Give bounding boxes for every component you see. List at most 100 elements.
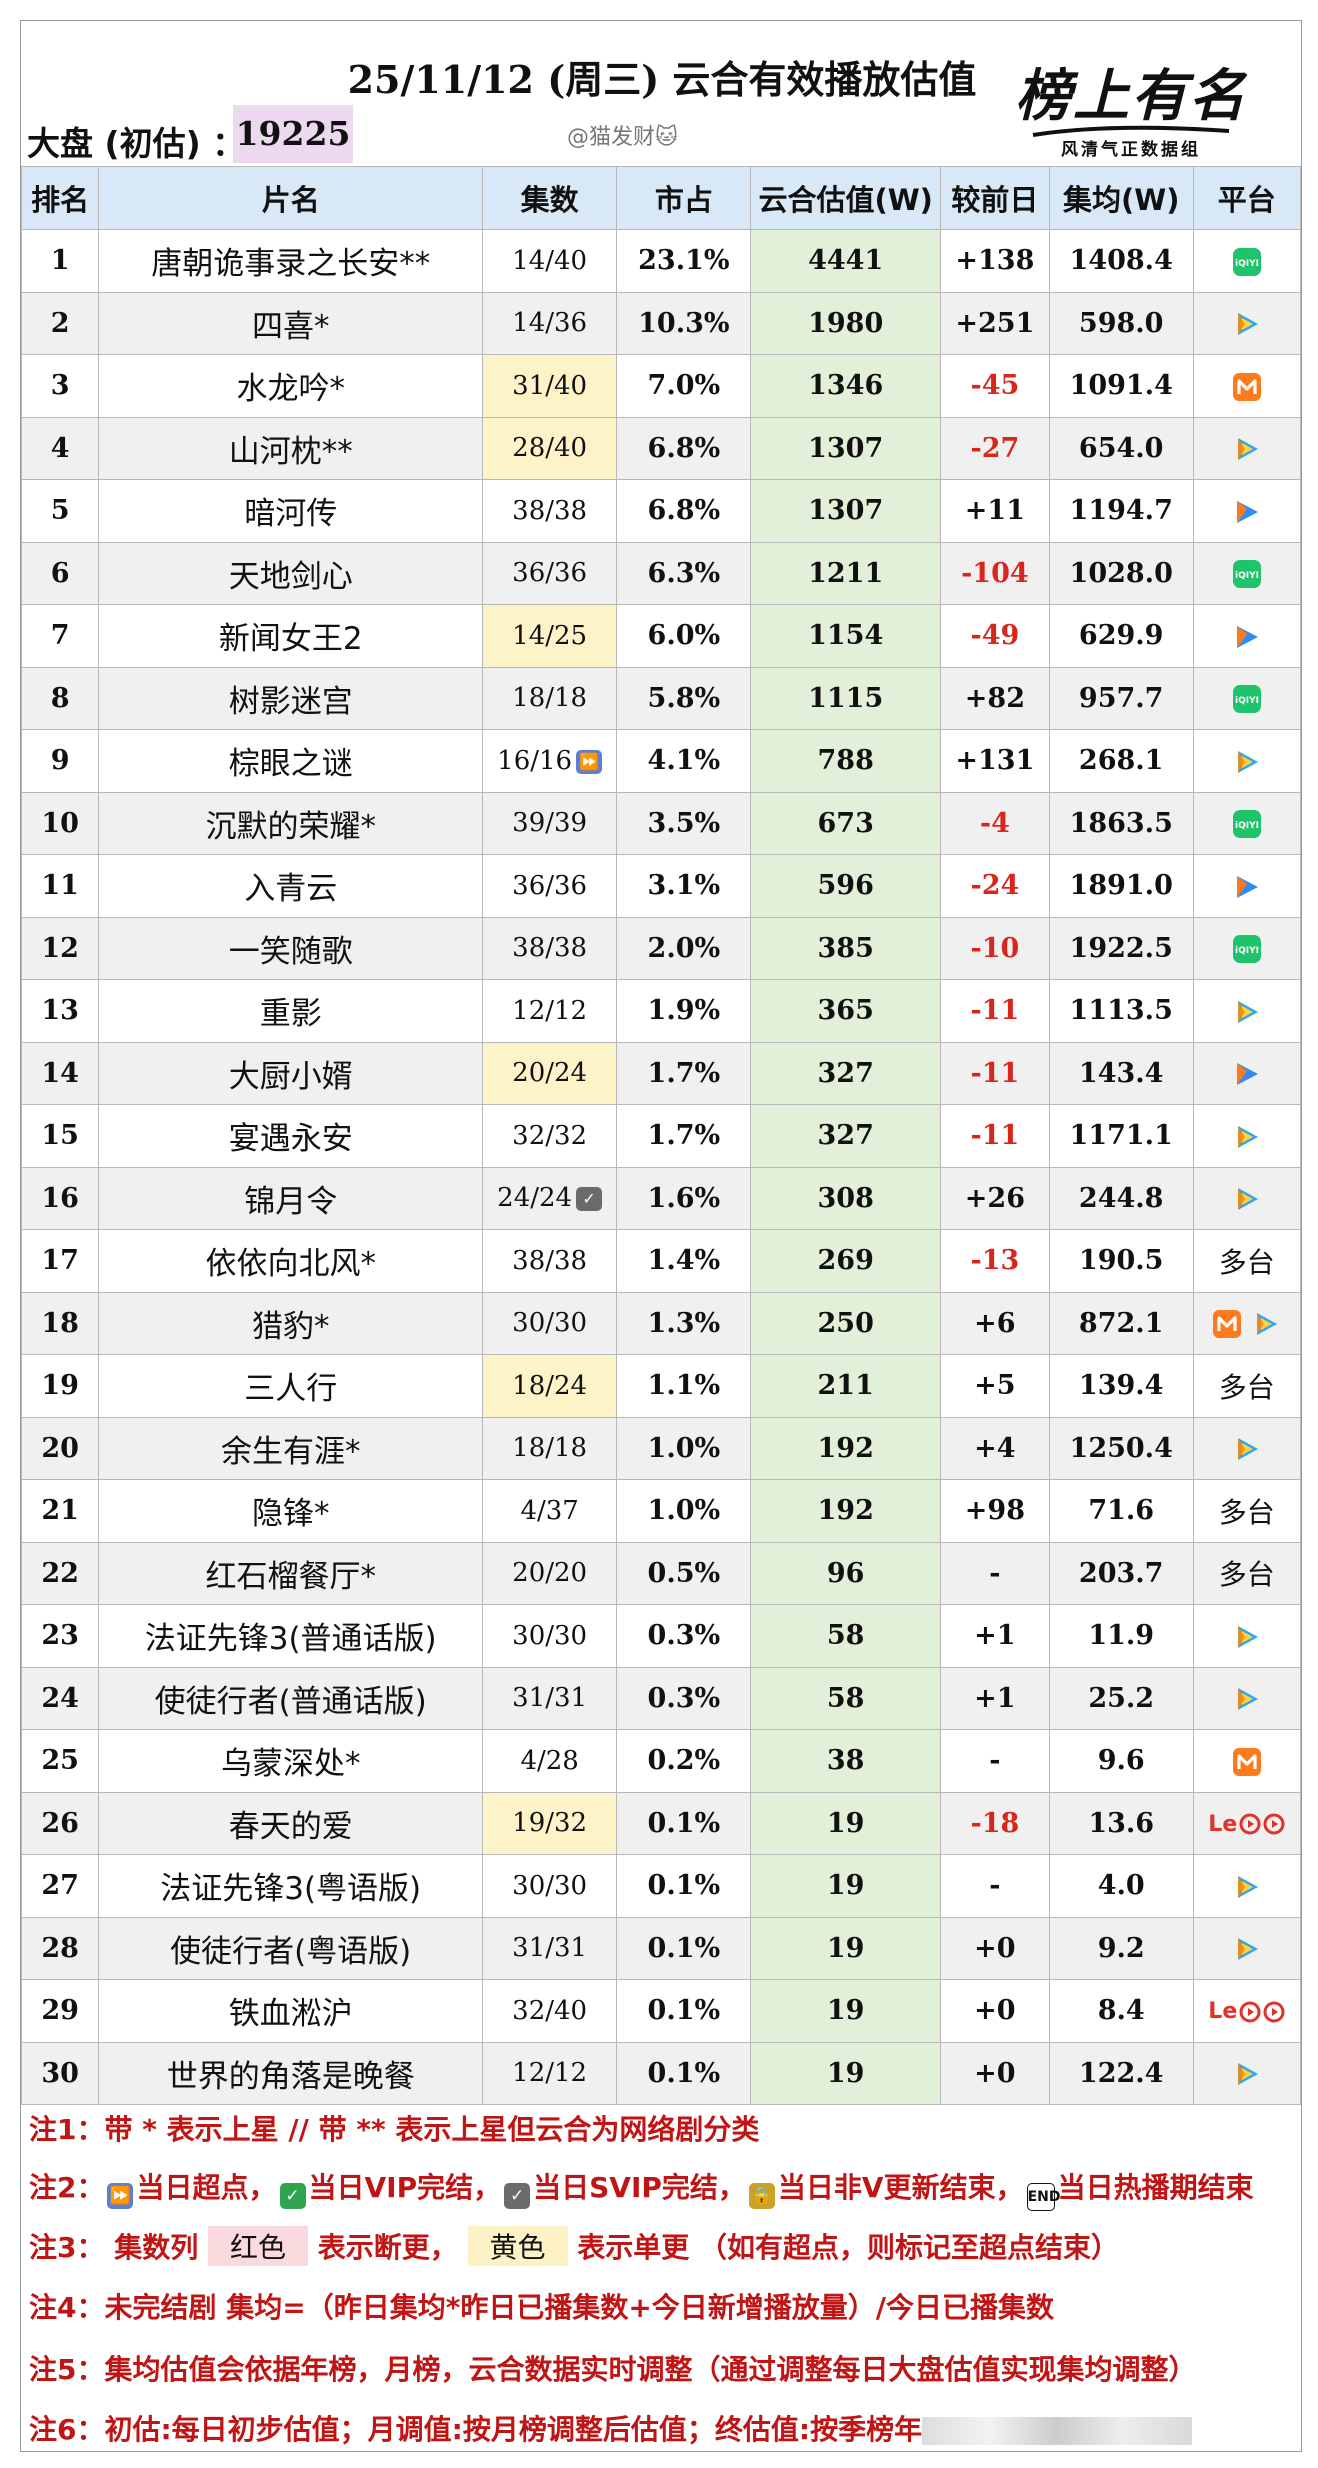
note-5: 注5：集均估值会依据年榜，月榜，云合数据实时调整（通过调整每日大盘估值实现集均调… [29,2353,1197,2386]
change-cell: +4 [939,1416,1050,1480]
episodes-cell: 18/18 [482,666,618,730]
share-cell: 2.0% [616,916,752,980]
estimate-cell: 58 [750,1666,941,1730]
table-row: 6 天地剑心 36/36 6.3% 1211 -104 1028.0 iQIYI [20,541,1302,605]
avg-cell: 268.1 [1048,729,1194,793]
table-row: 20 余生有涯* 18/18 1.0% 192 +4 1250.4 [20,1416,1302,1480]
episodes-value: 18/18 [512,1433,588,1464]
table-row: 16 锦月令 24/24 ✓ 1.6% 308 +26 244.8 [20,1166,1302,1230]
note-2: 注2： ⏩ 当日超点， ✓ 当日VIP完结， ✓ 当日SVIP完结， 🔒 当日非V更新结束， EN… [29,2166,1299,2211]
estimate-cell: 96 [750,1541,941,1605]
title-cell: 入青云 [98,854,484,918]
episodes-value: 38/38 [512,495,588,526]
episodes-value: 14/25 [512,620,588,651]
episodes-value: 36/36 [512,870,588,901]
tencent-video-icon [1237,750,1258,773]
estimate-cell: 58 [750,1604,941,1668]
episodes-cell: 31/31 [482,1916,618,1980]
avg-cell: 9.2 [1048,1916,1194,1980]
table-row: 3 水龙吟* 31/40 7.0% 1346 -45 1091.4 [20,354,1302,418]
rank-cell: 3 [20,354,100,418]
episodes-cell: 12/12 [482,979,618,1043]
change-cell: -18 [939,1791,1050,1855]
avg-cell: 1863.5 [1048,791,1194,855]
platform-cell [1192,1729,1302,1793]
platform-cell [1192,729,1302,793]
rank-cell: 25 [20,1729,100,1793]
title-cell: 树影迷宫 [98,666,484,730]
rank-cell: 26 [20,1791,100,1855]
title-cell: 使徒行者(粤语版) [98,1916,484,1980]
avg-cell: 1113.5 [1048,979,1194,1043]
rank-cell: 6 [20,541,100,605]
platform-cell [1192,1041,1302,1105]
iqiyi-icon: iQIYI [1232,810,1261,838]
avg-cell: 598.0 [1048,291,1194,355]
episodes-cell: 12/12 [482,2041,618,2105]
note-6-blurred [922,2417,1193,2445]
platform-cell: iQIYI [1192,791,1302,855]
rank-cell: 14 [20,1041,100,1105]
estimate-cell: 269 [750,1229,941,1293]
change-cell: -49 [939,604,1050,668]
tencent-video-icon [1257,1313,1278,1335]
episodes-value: 38/38 [512,933,588,964]
change-cell: +6 [939,1291,1050,1355]
avg-cell: 957.7 [1048,666,1194,730]
title-cell: 沉默的荣耀* [98,791,484,855]
episodes-value: 18/18 [512,683,588,714]
share-cell: 0.5% [616,1541,752,1605]
estimate-cell: 1980 [750,291,941,355]
youku-icon [1236,625,1258,648]
platform-cell [1192,1916,1302,1980]
rank-cell: 16 [20,1166,100,1230]
episodes-cell: 16/16 ⏩ [482,729,618,793]
table-row: 29 铁血淞沪 32/40 0.1% 19 +0 8.4 Le [20,1979,1302,2043]
title-cell: 依依向北风* [98,1229,484,1293]
avg-cell: 4.0 [1048,1854,1194,1918]
episodes-value: 4/28 [520,1745,579,1776]
episodes-value: 19/32 [512,1808,588,1839]
estimate-cell: 38 [750,1729,941,1793]
letv-icon: Le [1208,1811,1238,1837]
col-change-header: 较前日 [939,166,1050,230]
share-cell: 6.0% [616,604,752,668]
estimate-cell: 673 [750,791,941,855]
share-cell: 4.1% [616,729,752,793]
share-cell: 10.3% [616,291,752,355]
episodes-cell: 14/36 [482,291,618,355]
iqiyi-icon-label: iQIYI [1235,946,1259,956]
estimate-cell: 19 [750,1854,941,1918]
episodes-cell: 38/38 [482,916,618,980]
page-title: 25/11/12 (周三) 云合有效播放估值 [347,57,977,102]
tencent-video-icon [1237,1188,1258,1210]
change-cell: -4 [939,791,1050,855]
tencent-video-icon [1237,313,1258,335]
rank-cell: 30 [20,2041,100,2105]
table-row: 21 隐锋* 4/37 1.0% 192 +98 71.6 多台 [20,1479,1302,1543]
rank-cell: 9 [20,729,100,793]
platform-cell: iQIYI [1192,666,1302,730]
table-row: 28 使徒行者(粤语版) 31/31 0.1% 19 +0 9.2 [20,1916,1302,1980]
rank-cell: 11 [20,854,100,918]
share-cell: 1.0% [616,1479,752,1543]
fast-forward-icon: ⏩ [576,749,603,774]
col-share-header: 市占 [616,166,752,230]
table-row: 10 沉默的荣耀* 39/39 3.5% 673 -4 1863.5 iQIYI [20,791,1302,855]
title-cell: 锦月令 [98,1166,484,1230]
estimate-cell: 1346 [750,354,941,418]
title-cell: 使徒行者(普通话版) [98,1666,484,1730]
letv-icon: Le [1208,1999,1238,2025]
avg-cell: 190.5 [1048,1229,1194,1293]
episodes-cell: 36/36 [482,854,618,918]
table-header-row: 排名 片名 集数 市占 云合估值(W) 较前日 集均(W) 平台 [20,166,1302,230]
share-cell: 3.1% [616,854,752,918]
episodes-value: 32/40 [512,1995,588,2026]
rank-cell: 21 [20,1479,100,1543]
estimate-cell: 19 [750,2041,941,2105]
episodes-cell: 30/30 [482,1291,618,1355]
mango-tv-icon [1232,372,1261,401]
platform-cell: iQIYI [1192,229,1302,293]
change-cell: +0 [939,1979,1050,2043]
episodes-value: 12/12 [512,995,588,1026]
